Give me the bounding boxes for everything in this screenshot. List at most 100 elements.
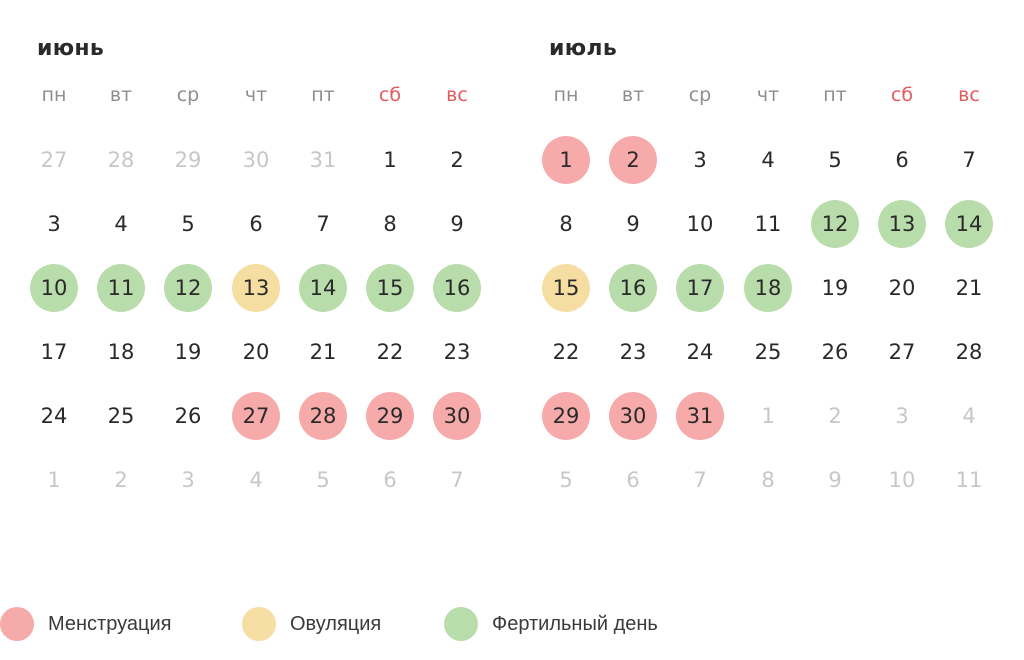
- day-cell[interactable]: 26: [174, 404, 202, 428]
- legend-item-fertile: Фертильный день: [444, 600, 658, 648]
- day-cell-other-month[interactable]: 10: [888, 468, 916, 492]
- weekday-label: пт: [311, 84, 335, 106]
- day-cell[interactable]: 20: [888, 276, 916, 300]
- legend-item-ovulation: Овуляция: [242, 600, 381, 648]
- day-cell[interactable]: 6: [249, 212, 263, 236]
- day-cell[interactable]: 4: [114, 212, 128, 236]
- day-cell[interactable]: 19: [821, 276, 849, 300]
- day-cell-fertile[interactable]: 14: [945, 200, 993, 248]
- day-cell-fertile[interactable]: 13: [878, 200, 926, 248]
- day-cell-fertile[interactable]: 17: [676, 264, 724, 312]
- day-cell-fertile[interactable]: 16: [433, 264, 481, 312]
- day-cell[interactable]: 21: [955, 276, 983, 300]
- day-cell-fertile[interactable]: 10: [30, 264, 78, 312]
- day-cell-other-month[interactable]: 9: [828, 468, 842, 492]
- day-cell-ovulation[interactable]: 15: [542, 264, 590, 312]
- day-cell[interactable]: 4: [761, 148, 775, 172]
- day-cell-fertile[interactable]: 15: [366, 264, 414, 312]
- day-cell[interactable]: 18: [107, 340, 135, 364]
- day-cell-other-month[interactable]: 27: [40, 148, 68, 172]
- day-cell-other-month[interactable]: 30: [242, 148, 270, 172]
- day-cell-other-month[interactable]: 3: [181, 468, 195, 492]
- day-cell-other-month[interactable]: 7: [450, 468, 464, 492]
- day-cell[interactable]: 24: [686, 340, 714, 364]
- day-cell[interactable]: 22: [552, 340, 580, 364]
- day-cell[interactable]: 28: [955, 340, 983, 364]
- weekday-label: вт: [621, 84, 645, 106]
- day-cell[interactable]: 26: [821, 340, 849, 364]
- day-cell-other-month[interactable]: 4: [249, 468, 263, 492]
- day-cell-other-month[interactable]: 3: [895, 404, 909, 428]
- month-title: июль: [549, 36, 618, 61]
- day-cell-menstruation[interactable]: 28: [299, 392, 347, 440]
- day-cell-menstruation[interactable]: 30: [433, 392, 481, 440]
- fertile-dot-icon: [444, 607, 478, 641]
- day-cell-other-month[interactable]: 2: [114, 468, 128, 492]
- day-cell-fertile[interactable]: 18: [744, 264, 792, 312]
- day-cell[interactable]: 19: [174, 340, 202, 364]
- day-cell-fertile[interactable]: 11: [97, 264, 145, 312]
- day-cell-other-month[interactable]: 29: [174, 148, 202, 172]
- day-cell-other-month[interactable]: 5: [559, 468, 573, 492]
- day-cell[interactable]: 7: [962, 148, 976, 172]
- day-cell-other-month[interactable]: 6: [383, 468, 397, 492]
- weekday-label: вт: [109, 84, 133, 106]
- day-cell-other-month[interactable]: 1: [761, 404, 775, 428]
- weekday-label: ср: [176, 84, 200, 106]
- day-cell[interactable]: 9: [450, 212, 464, 236]
- day-cell-other-month[interactable]: 7: [693, 468, 707, 492]
- day-cell-fertile[interactable]: 14: [299, 264, 347, 312]
- day-cell-other-month[interactable]: 6: [626, 468, 640, 492]
- weekday-header: пн вт ср чт пт сб вс: [20, 84, 490, 112]
- day-cell[interactable]: 8: [383, 212, 397, 236]
- day-cell[interactable]: 10: [686, 212, 714, 236]
- day-cell-other-month[interactable]: 4: [962, 404, 976, 428]
- day-cell[interactable]: 23: [619, 340, 647, 364]
- day-cell[interactable]: 23: [443, 340, 471, 364]
- day-cell-menstruation[interactable]: 2: [609, 136, 657, 184]
- legend: Менструация Овуляция Фертильный день: [0, 600, 1024, 648]
- day-cell[interactable]: 6: [895, 148, 909, 172]
- day-cell[interactable]: 5: [828, 148, 842, 172]
- day-cell-other-month[interactable]: 28: [107, 148, 135, 172]
- day-cell[interactable]: 22: [376, 340, 404, 364]
- day-cell-fertile[interactable]: 16: [609, 264, 657, 312]
- day-cell[interactable]: 25: [754, 340, 782, 364]
- day-cell-menstruation[interactable]: 29: [366, 392, 414, 440]
- weekday-label: пн: [41, 84, 67, 106]
- day-cell-other-month[interactable]: 11: [955, 468, 983, 492]
- day-cell[interactable]: 8: [559, 212, 573, 236]
- day-cell[interactable]: 1: [383, 148, 397, 172]
- day-cell-menstruation[interactable]: 29: [542, 392, 590, 440]
- day-cell-other-month[interactable]: 2: [828, 404, 842, 428]
- day-cell[interactable]: 2: [450, 148, 464, 172]
- day-cell[interactable]: 24: [40, 404, 68, 428]
- day-cell[interactable]: 3: [47, 212, 61, 236]
- day-cell[interactable]: 21: [309, 340, 337, 364]
- day-cell-other-month[interactable]: 1: [47, 468, 61, 492]
- day-cell-ovulation[interactable]: 13: [232, 264, 280, 312]
- day-cell[interactable]: 7: [316, 212, 330, 236]
- day-cell-menstruation[interactable]: 27: [232, 392, 280, 440]
- legend-item-menstruation: Менструация: [0, 600, 171, 648]
- weekday-label: пт: [823, 84, 847, 106]
- day-cell-menstruation[interactable]: 1: [542, 136, 590, 184]
- day-cell[interactable]: 27: [888, 340, 916, 364]
- day-cell-other-month[interactable]: 31: [309, 148, 337, 172]
- day-cell[interactable]: 5: [181, 212, 195, 236]
- day-cell[interactable]: 25: [107, 404, 135, 428]
- weekday-label: вс: [958, 84, 980, 106]
- day-cell[interactable]: 9: [626, 212, 640, 236]
- day-cell-fertile[interactable]: 12: [164, 264, 212, 312]
- day-cell-menstruation[interactable]: 31: [676, 392, 724, 440]
- day-cell[interactable]: 11: [754, 212, 782, 236]
- legend-label: Овуляция: [290, 612, 382, 635]
- day-cell-menstruation[interactable]: 30: [609, 392, 657, 440]
- day-cell-other-month[interactable]: 5: [316, 468, 330, 492]
- day-cell-fertile[interactable]: 12: [811, 200, 859, 248]
- day-cell[interactable]: 17: [40, 340, 68, 364]
- day-cell-other-month[interactable]: 8: [761, 468, 775, 492]
- day-cell[interactable]: 3: [693, 148, 707, 172]
- day-cell[interactable]: 20: [242, 340, 270, 364]
- weekday-header: пн вт ср чт пт сб вс: [532, 84, 1002, 112]
